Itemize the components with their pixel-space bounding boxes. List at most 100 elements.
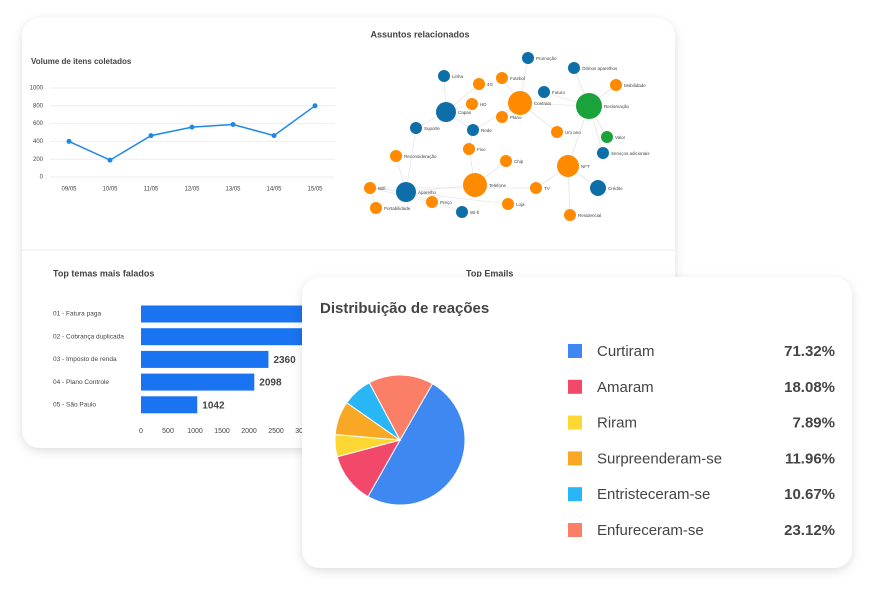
- x-tick-label: 2500: [268, 428, 284, 435]
- node-label: Rede: [481, 128, 492, 133]
- legend-swatch: [568, 487, 582, 502]
- node: [538, 86, 550, 98]
- node-label: Portabilidade: [384, 206, 411, 211]
- node: [410, 122, 422, 134]
- x-tick-label: 10/05: [102, 187, 118, 193]
- x-tick-label: 1000: [187, 428, 203, 435]
- node-label: Residencial: [578, 213, 601, 218]
- value-label: 11.96%: [785, 450, 835, 467]
- node: [467, 124, 479, 136]
- value-label: 2360: [273, 355, 296, 366]
- pie-slice: [368, 374, 434, 442]
- node-label: Telefone: [489, 183, 507, 188]
- node-label: Chip: [514, 159, 524, 164]
- node-label: Promoção: [536, 56, 557, 61]
- node: [456, 206, 468, 218]
- node-label: Preço: [440, 200, 452, 205]
- node: [508, 91, 532, 115]
- legend-label: Riram: [597, 415, 637, 432]
- x-tick-label: 2000: [241, 428, 257, 435]
- reactions-card: Distribuição de reações Curtiram 71.32% Ama…: [302, 277, 852, 568]
- legend-label: Surpreenderam-se: [597, 450, 722, 467]
- node-label: Suporte: [424, 126, 440, 131]
- node: [601, 131, 613, 143]
- value-label: 2098: [259, 378, 282, 389]
- node: [502, 198, 514, 210]
- legend-label: Enfureceram-se: [597, 522, 704, 539]
- y-tick-label: 800: [33, 103, 44, 109]
- node: [496, 111, 508, 123]
- node: [473, 78, 485, 90]
- value-label: 10.67%: [784, 486, 835, 503]
- x-tick-label: 11/05: [144, 187, 159, 193]
- node-label: Um ano: [565, 130, 581, 135]
- x-tick-label: 1500: [214, 428, 230, 435]
- legend-label: Curtiram: [597, 343, 655, 360]
- x-tick-label: 500: [162, 428, 174, 435]
- x-tick-label: 15/05: [307, 187, 323, 193]
- pie-slice: [367, 383, 466, 506]
- node-label: TV: [544, 186, 550, 191]
- node: [551, 126, 563, 138]
- legend-swatch: [568, 451, 582, 466]
- node: [463, 143, 475, 155]
- node-label: NFT: [581, 164, 590, 169]
- node: [610, 79, 622, 91]
- x-tick-label: 12/05: [184, 187, 200, 193]
- point: [189, 124, 195, 130]
- node-label: Crédito: [608, 186, 623, 191]
- category-label: 03 - Imposto de renda: [53, 356, 117, 363]
- chart-title: Assuntos relacionados: [370, 29, 469, 39]
- node: [564, 209, 576, 221]
- legend-swatch: [568, 523, 582, 537]
- node: [522, 52, 534, 64]
- bar: [141, 396, 198, 414]
- node: [436, 102, 456, 122]
- point: [148, 133, 154, 139]
- x-tick-label: 09/05: [61, 187, 77, 193]
- node: [463, 173, 487, 197]
- node: [396, 182, 416, 202]
- node-label: Valor: [615, 135, 626, 140]
- node: [426, 196, 438, 208]
- node: [390, 150, 402, 162]
- node-label: Wifi: [378, 186, 386, 191]
- chart-title: Volume de itens coletados: [31, 57, 132, 66]
- category-label: 05 - São Paulo: [53, 402, 96, 409]
- value-label: 7.89%: [792, 415, 835, 432]
- point: [312, 103, 318, 109]
- y-tick-label: 400: [33, 139, 44, 145]
- bar: [141, 350, 269, 368]
- x-tick-label: 0: [139, 428, 143, 435]
- edge: [405, 191, 509, 205]
- value-label: 1042: [202, 400, 225, 411]
- node: [500, 155, 512, 167]
- node-label: Linha: [452, 74, 464, 79]
- node-label: Fixo: [477, 147, 486, 152]
- x-tick-label: 13/05: [225, 187, 241, 193]
- node-label: Reconsideração: [404, 154, 437, 159]
- value-label: 18.08%: [784, 379, 835, 396]
- legend-swatch: [568, 344, 582, 358]
- node-label: Serviços adicionais: [611, 151, 650, 156]
- edge: [405, 127, 417, 193]
- node-label: Mobilidade: [624, 83, 646, 88]
- bar: [141, 373, 255, 391]
- bar: [141, 328, 325, 346]
- category-label: 02 - Cobrança duplicada: [53, 333, 124, 340]
- y-tick-label: 0: [40, 175, 44, 181]
- node-label: Loja: [516, 202, 525, 207]
- category-label: 04 - Plano Controle: [53, 379, 109, 386]
- y-tick-label: 200: [33, 157, 44, 163]
- chart-title: Top Emails: [466, 268, 513, 278]
- node: [370, 202, 382, 214]
- node: [597, 147, 609, 159]
- y-tick-label: 600: [33, 121, 44, 127]
- node: [576, 93, 602, 119]
- bar: [141, 305, 336, 323]
- category-label: 01 - Fatura paga: [53, 311, 101, 318]
- node: [496, 72, 508, 84]
- node-label: Capas: [458, 110, 472, 115]
- chart-title: Top temas mais falados: [53, 268, 154, 278]
